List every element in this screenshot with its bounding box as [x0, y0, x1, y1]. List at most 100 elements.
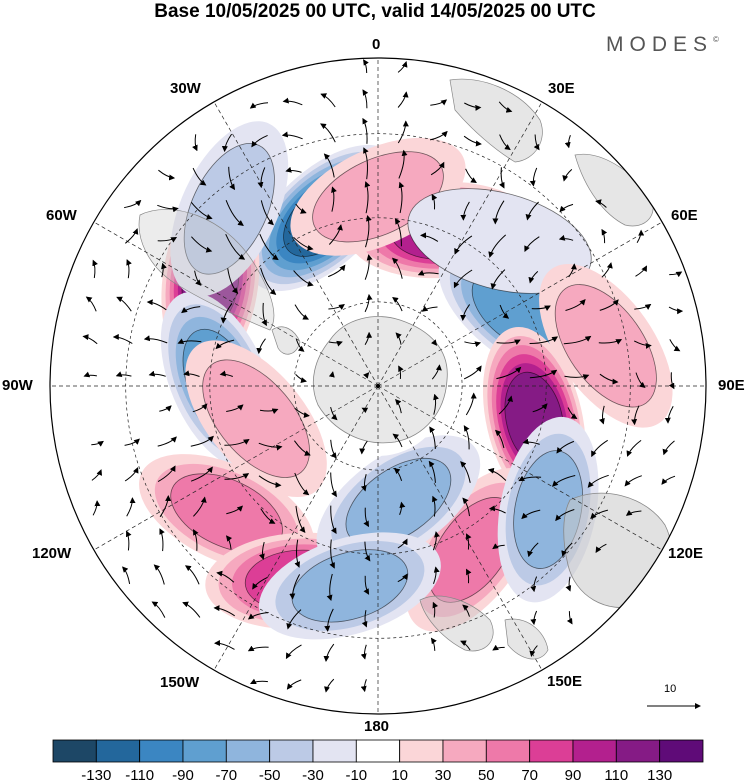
wind-arrow: [669, 339, 681, 352]
colorbar-tick-label: -90: [172, 767, 194, 783]
wind-arrow: [112, 333, 133, 344]
wind-arrow: [216, 570, 235, 583]
wind-arrow: [295, 374, 307, 384]
brand-name: MODES: [606, 33, 714, 56]
wind-arrow: [463, 425, 470, 450]
wind-arrow: [159, 405, 172, 412]
wind-arrow: [601, 262, 613, 278]
wind-arrow: [293, 440, 311, 456]
lon-label-90e: 90E: [718, 377, 745, 394]
wind-arrow: [398, 365, 404, 379]
wind-arrow: [328, 264, 346, 278]
wind-arrow: [228, 166, 236, 191]
wind-arrow: [634, 303, 652, 310]
wind-arrow: [595, 543, 607, 554]
wind-arrow: [330, 439, 337, 459]
wind-arrow: [190, 435, 214, 447]
wind-arrow: [184, 565, 200, 585]
lon-label-30w: 30W: [170, 80, 201, 97]
wind-arrow: [460, 640, 471, 651]
wind-arrow: [124, 466, 139, 482]
wind-arrow: [521, 509, 541, 520]
colorbar-tick-label: -10: [345, 767, 367, 783]
wind-arrow: [463, 365, 482, 380]
wind-arrow: [587, 474, 609, 488]
polar-stereographic-map: [49, 57, 707, 715]
wind-arrow: [492, 644, 505, 651]
south-pole-marker: [376, 384, 380, 388]
wind-arrow: [599, 373, 619, 385]
wind-arrow: [464, 341, 482, 348]
wind-arrow: [364, 181, 371, 214]
wind-arrow: [363, 575, 370, 595]
wind-arrow: [488, 505, 506, 514]
wind-arrow: [92, 259, 98, 279]
wind-arrow: [224, 438, 250, 446]
wind-arrow: [669, 271, 683, 278]
wind-arrow: [431, 364, 442, 380]
wind-arrow: [258, 475, 282, 488]
wind-vectors: [82, 59, 684, 693]
colorbar-swatch: [485, 739, 530, 763]
colorbar-swatch: [95, 739, 141, 763]
wind-arrow: [192, 403, 208, 413]
wind-arrow: [225, 535, 233, 550]
wind-arrow: [250, 678, 268, 684]
wind-arrow: [159, 495, 172, 518]
wind-arrow: [563, 335, 592, 345]
wind-arrow: [636, 229, 645, 244]
wind-arrow: [192, 167, 207, 186]
wind-arrow: [397, 538, 408, 549]
wind-arrow: [215, 339, 235, 350]
meridian-line: [213, 385, 379, 671]
wind-arrow: [591, 439, 608, 458]
wind-arrow: [157, 465, 176, 483]
wind-arrow: [397, 120, 409, 144]
wind-arrow: [331, 186, 337, 212]
wind-arrow: [462, 604, 470, 617]
wind-arrow: [91, 469, 103, 481]
colorbar-tick-label: 30: [435, 767, 452, 783]
wind-arrow: [365, 215, 372, 248]
wind-arrow: [525, 201, 539, 221]
wind-arrow: [295, 339, 305, 352]
wind-arrow: [192, 134, 198, 152]
wind-arrow: [191, 236, 213, 253]
wind-arrow: [567, 407, 578, 420]
wind-arrow: [190, 201, 213, 220]
wind-arrow: [320, 93, 336, 108]
wind-arrow: [151, 601, 166, 618]
wind-arrow: [559, 203, 574, 213]
meridian-line: [93, 385, 379, 551]
wind-arrow: [531, 305, 551, 311]
wind-arrow: [599, 299, 619, 311]
antarctic-peninsula: [271, 326, 301, 355]
wind-arrow: [295, 203, 307, 214]
wind-arrow: [91, 440, 104, 447]
wind-arrow: [158, 169, 176, 181]
madagascar-region: [574, 153, 654, 227]
wind-arrow: [293, 236, 314, 251]
wind-arrow: [462, 497, 470, 517]
wind-arrow: [124, 199, 142, 209]
colorbar-tick-label: 110: [604, 767, 628, 783]
colorbar-tick-label: -130: [81, 767, 111, 783]
wind-arrow: [124, 438, 140, 446]
colorbar-swatch: [572, 739, 617, 763]
anomaly-contour: [554, 284, 657, 408]
wind-arrow: [429, 426, 436, 450]
brand-logo: MODES©: [606, 33, 719, 57]
wind-arrow: [490, 269, 506, 290]
wind-arrow: [193, 529, 199, 551]
wind-arrow: [398, 149, 408, 179]
colorbar-swatch: [399, 739, 444, 763]
wind-arrow: [399, 501, 406, 515]
wind-arrow: [247, 612, 269, 620]
wind-arrow: [492, 200, 505, 225]
wind-arrow: [294, 407, 310, 418]
wind-arrow: [148, 370, 166, 377]
wind-arrow: [397, 91, 409, 108]
wind-arrow: [397, 61, 408, 73]
wind-arrow: [124, 228, 139, 244]
wind-arrow: [529, 336, 559, 344]
